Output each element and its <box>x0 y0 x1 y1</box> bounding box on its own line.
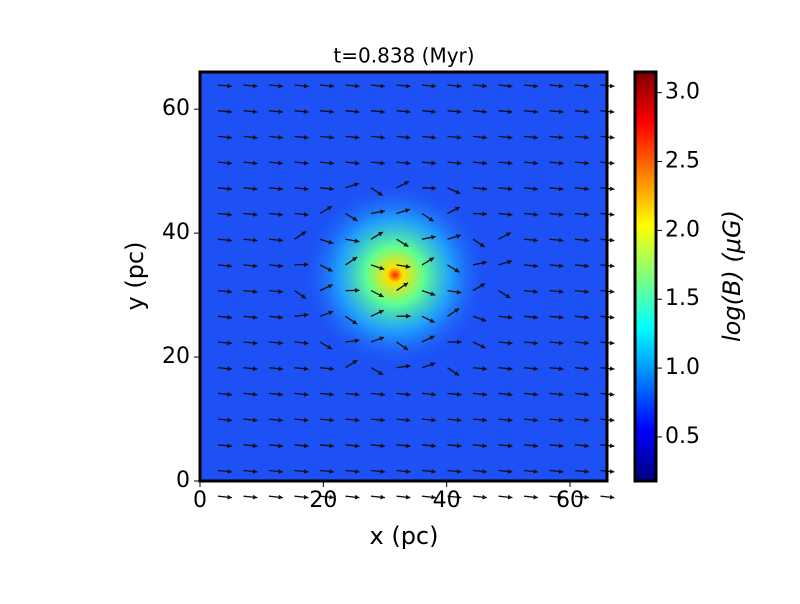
field-arrowhead <box>304 495 309 500</box>
field-arrowhead <box>610 161 615 166</box>
colorbar-tick-label: 1.0 <box>665 355 700 380</box>
y-tick-label: 0 <box>176 468 190 493</box>
field-arrowhead <box>227 495 232 500</box>
colorbar-label: log(B) (μG) <box>718 210 746 342</box>
field-arrowhead <box>610 263 615 268</box>
field-arrowhead <box>610 495 615 500</box>
field-arrowhead <box>610 392 615 397</box>
field-arrowhead <box>610 135 615 140</box>
field-arrowhead <box>610 238 615 243</box>
colorbar-tick-label: 2.0 <box>665 217 700 242</box>
colorbar-tick-label: 3.0 <box>665 80 700 105</box>
field-arrowhead <box>380 495 385 500</box>
x-tick-label: 40 <box>433 488 461 513</box>
field-arrowhead <box>406 495 411 500</box>
field-arrowhead <box>278 495 283 500</box>
x-tick-label: 20 <box>309 488 337 513</box>
field-arrowhead <box>610 109 615 114</box>
y-tick-label: 60 <box>162 96 190 121</box>
field-arrowhead <box>610 443 615 448</box>
x-axis-label: x (pc) <box>370 522 439 550</box>
field-arrowhead <box>610 341 615 346</box>
field-arrowhead <box>355 495 360 500</box>
colorbar-tick-label: 0.5 <box>665 424 700 449</box>
field-arrowhead <box>610 289 615 294</box>
y-tick-label: 20 <box>162 344 190 369</box>
y-axis-label: y (pc) <box>121 242 149 311</box>
field-arrowhead <box>610 186 615 191</box>
field-arrowhead <box>610 469 615 474</box>
chart-title: t=0.838 (Myr) <box>333 44 474 68</box>
field-arrowhead <box>610 212 615 217</box>
field-arrowhead <box>508 495 513 500</box>
colorbar-tick-label: 1.5 <box>665 286 700 311</box>
field-arrowhead <box>610 418 615 423</box>
field-arrowhead <box>482 495 487 500</box>
field-arrowhead <box>610 366 615 371</box>
x-tick-label: 60 <box>556 488 584 513</box>
colorbar <box>635 72 656 481</box>
x-tick-label: 0 <box>193 488 207 513</box>
field-arrowhead <box>533 495 538 500</box>
field-arrowhead <box>253 495 258 500</box>
field-arrowhead <box>610 315 615 320</box>
field-arrowhead <box>610 84 615 89</box>
field-arrowhead <box>584 495 589 500</box>
colorbar-tick-label: 2.5 <box>665 149 700 174</box>
y-tick-label: 40 <box>162 220 190 245</box>
